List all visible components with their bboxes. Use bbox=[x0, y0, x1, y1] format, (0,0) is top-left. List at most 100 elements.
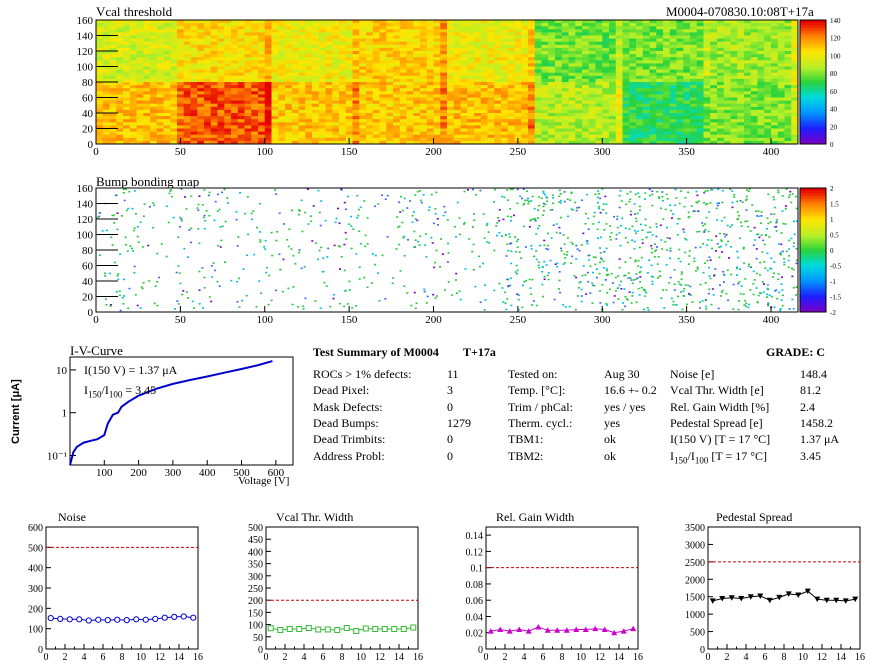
map-cell bbox=[285, 47, 293, 52]
map-cell bbox=[150, 69, 158, 74]
bump-point bbox=[190, 241, 193, 244]
map-cell bbox=[568, 66, 576, 70]
map-cell bbox=[764, 91, 772, 95]
map-cell bbox=[575, 75, 583, 80]
map-cell bbox=[237, 66, 245, 70]
map-cell bbox=[717, 97, 725, 101]
map-cell bbox=[258, 72, 266, 77]
map-cell bbox=[730, 63, 738, 67]
map-cell bbox=[764, 54, 772, 58]
map-cell bbox=[386, 85, 394, 89]
map-cell bbox=[379, 51, 387, 55]
map-cell bbox=[359, 116, 367, 120]
map-cell bbox=[555, 103, 563, 108]
map-cell bbox=[730, 41, 738, 46]
map-cell bbox=[379, 131, 387, 136]
map-cell bbox=[784, 122, 792, 126]
map-cell bbox=[393, 29, 401, 33]
map-cell bbox=[723, 57, 731, 61]
map-cell bbox=[318, 100, 326, 105]
map-cell bbox=[285, 106, 293, 111]
map-cell bbox=[379, 128, 387, 132]
map-cell bbox=[642, 109, 650, 114]
map-cell bbox=[730, 97, 738, 101]
palette-cell bbox=[800, 89, 826, 93]
map-cell bbox=[480, 47, 488, 52]
map-cell bbox=[534, 91, 542, 95]
map-cell bbox=[96, 23, 104, 27]
map-cell bbox=[278, 35, 286, 39]
map-cell bbox=[359, 35, 367, 39]
bump-point bbox=[775, 220, 778, 223]
map-cell bbox=[737, 66, 745, 70]
map-cell bbox=[555, 94, 563, 98]
map-cell bbox=[359, 131, 367, 136]
map-cell bbox=[210, 128, 218, 132]
bump-point bbox=[772, 276, 775, 278]
map-cell bbox=[494, 109, 502, 114]
map-cell bbox=[129, 26, 137, 30]
map-cell bbox=[372, 88, 380, 92]
map-cell bbox=[237, 69, 245, 74]
map-cell bbox=[750, 100, 758, 105]
bump-point bbox=[312, 205, 315, 207]
map-cell bbox=[784, 41, 792, 46]
map-cell bbox=[588, 113, 596, 117]
bump-point bbox=[773, 213, 776, 215]
map-cell bbox=[561, 75, 569, 80]
map-cell bbox=[777, 51, 785, 55]
map-cell bbox=[298, 106, 306, 111]
bump-point bbox=[436, 224, 439, 226]
map-cell bbox=[534, 119, 542, 123]
map-cell bbox=[379, 20, 387, 24]
map-cell bbox=[730, 100, 738, 105]
map-cell bbox=[683, 44, 691, 49]
map-cell bbox=[723, 41, 731, 46]
map-cell bbox=[116, 26, 124, 30]
map-cell bbox=[703, 116, 711, 120]
map-cell bbox=[453, 109, 461, 114]
bump-point bbox=[541, 283, 544, 286]
palette-cell bbox=[800, 74, 826, 78]
map-cell bbox=[642, 85, 650, 89]
map-cell bbox=[602, 88, 610, 92]
map-cell bbox=[224, 88, 232, 92]
map-cell bbox=[96, 125, 104, 129]
map-cell bbox=[555, 113, 563, 117]
map-cell bbox=[413, 116, 421, 120]
map-cell bbox=[791, 35, 799, 39]
map-cell bbox=[244, 131, 252, 136]
bump-point bbox=[756, 215, 759, 217]
map-cell bbox=[771, 113, 779, 117]
map-cell bbox=[690, 116, 698, 120]
map-cell bbox=[345, 103, 353, 108]
bump-point bbox=[701, 222, 704, 224]
map-cell bbox=[690, 140, 698, 145]
bump-point bbox=[236, 300, 239, 303]
bump-point bbox=[616, 215, 619, 218]
map-cell bbox=[541, 140, 549, 145]
map-cell bbox=[757, 122, 765, 126]
map-cell bbox=[244, 94, 252, 98]
map-cell bbox=[676, 57, 684, 61]
map-cell bbox=[480, 60, 488, 64]
map-cell bbox=[258, 78, 266, 83]
map-cell bbox=[399, 113, 407, 117]
map-cell bbox=[433, 44, 441, 49]
map-cell bbox=[393, 47, 401, 52]
map-cell bbox=[379, 116, 387, 120]
map-cell bbox=[521, 23, 529, 27]
map-cell bbox=[467, 41, 475, 46]
map-cell bbox=[318, 116, 326, 120]
map-cell bbox=[487, 100, 495, 105]
map-cell bbox=[386, 109, 394, 114]
map-cell bbox=[561, 109, 569, 114]
map-cell bbox=[480, 116, 488, 120]
bump-point bbox=[745, 305, 748, 308]
map-cell bbox=[494, 38, 502, 43]
bump-point bbox=[716, 202, 719, 205]
map-cell bbox=[170, 60, 178, 64]
map-cell bbox=[244, 85, 252, 89]
map-cell bbox=[703, 128, 711, 132]
map-cell bbox=[413, 103, 421, 108]
